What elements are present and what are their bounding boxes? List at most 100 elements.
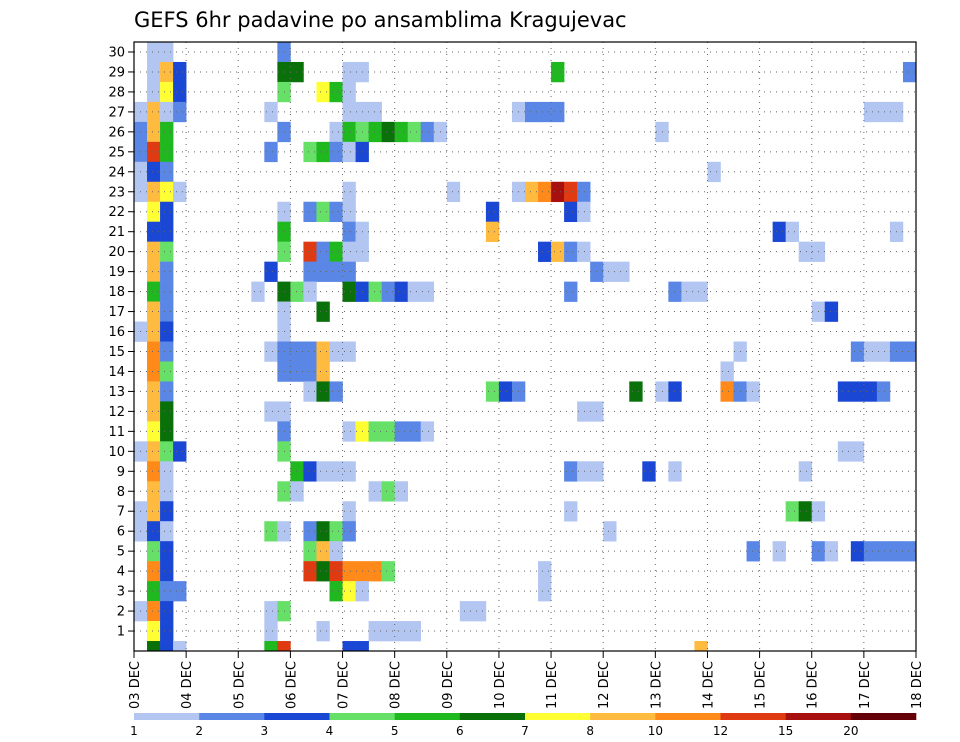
precip-cell <box>407 281 422 302</box>
y-tick-label: 4 <box>117 565 125 580</box>
precip-cell <box>577 181 591 203</box>
precip-cell <box>368 621 382 642</box>
precip-cell <box>316 541 330 562</box>
y-axis: 1234567891011121314151617181920212223242… <box>108 45 134 640</box>
y-tick-label: 14 <box>108 365 125 380</box>
x-tick-label: 03 DEC <box>128 661 143 709</box>
precip-cell <box>525 181 539 203</box>
precip-cell <box>485 381 500 402</box>
precip-cell <box>603 261 617 282</box>
precip-cell <box>329 521 343 542</box>
precip-cell <box>147 121 161 143</box>
x-tick-label: 15 DEC <box>754 661 769 709</box>
colorbar-tick-label: 2 <box>195 724 203 738</box>
x-tick-label: 13 DEC <box>649 661 664 709</box>
precip-cell <box>147 421 161 442</box>
precip-cell <box>850 541 865 562</box>
precip-cell <box>577 461 591 482</box>
precip-cell <box>173 641 187 652</box>
precip-cell <box>342 261 356 282</box>
x-tick-label: 08 DEC <box>389 661 404 709</box>
colorbar-swatch <box>525 713 591 720</box>
precip-cell <box>668 381 682 402</box>
precip-cell <box>264 341 278 362</box>
precip-cell <box>160 321 174 342</box>
y-tick-label: 1 <box>117 625 125 640</box>
precip-cell <box>876 341 891 362</box>
precip-cell <box>329 541 343 562</box>
precip-cell <box>160 241 174 262</box>
precip-cell <box>746 541 760 562</box>
precip-cell <box>381 421 395 442</box>
precip-cell <box>342 561 356 582</box>
precip-cell <box>290 341 304 362</box>
x-tick-label: 12 DEC <box>597 661 612 709</box>
precip-cell <box>160 341 174 362</box>
precip-cell <box>329 381 343 402</box>
precip-cell <box>564 461 578 482</box>
precip-cell <box>551 61 565 83</box>
precip-cell <box>902 541 917 562</box>
y-tick-label: 25 <box>108 145 125 160</box>
precip-cell <box>147 581 161 602</box>
precip-cell <box>160 61 174 83</box>
precip-cell <box>303 201 317 223</box>
precip-cell <box>160 261 174 282</box>
precip-cell <box>147 621 161 642</box>
precip-cell <box>173 61 187 83</box>
colorbar-swatch <box>655 713 721 720</box>
precip-cell <box>290 481 304 502</box>
precip-cell <box>381 281 395 302</box>
precip-cell <box>876 381 891 402</box>
precip-cell <box>147 81 161 103</box>
precip-cell <box>147 321 161 342</box>
precip-cell <box>707 161 721 183</box>
y-tick-label: 28 <box>108 85 125 100</box>
precip-cell <box>824 541 839 562</box>
precip-cell <box>290 461 304 482</box>
y-tick-label: 22 <box>108 205 125 220</box>
precip-cell <box>381 481 395 502</box>
precip-cell <box>407 621 422 642</box>
precip-cell <box>160 81 174 103</box>
precip-cell <box>329 121 343 143</box>
precip-cell <box>538 181 552 203</box>
precip-cell <box>147 181 161 203</box>
precip-cell <box>902 341 917 362</box>
x-tick-label: 14 DEC <box>701 661 716 709</box>
precip-cell <box>160 601 174 622</box>
y-tick-label: 24 <box>108 165 125 180</box>
precip-cell <box>342 421 356 442</box>
precip-cell <box>160 101 174 123</box>
precip-cell <box>603 521 617 542</box>
precip-cell <box>173 441 187 462</box>
precip-cell <box>681 281 695 302</box>
precip-cell <box>876 101 891 123</box>
colorbar-swatch <box>329 713 395 720</box>
precip-cell <box>264 641 278 652</box>
y-tick-label: 15 <box>108 345 125 360</box>
precip-cell <box>420 421 435 442</box>
precip-cell <box>342 141 356 163</box>
precip-cell <box>160 521 174 542</box>
precip-cell <box>564 241 578 262</box>
colorbar-tick-label: 3 <box>261 724 269 738</box>
precip-cell <box>316 561 330 582</box>
precip-cell <box>160 301 174 322</box>
precip-cell <box>303 541 317 562</box>
precip-cell <box>147 561 161 582</box>
precip-cell <box>160 141 174 163</box>
colorbar-legend: 1 2 3 4 5 6 7 8 10 12 15 20 <box>130 713 917 738</box>
precip-cell <box>160 581 174 602</box>
precip-cell <box>316 261 330 282</box>
precip-cell <box>564 501 578 522</box>
colorbar-tick-label: 20 <box>843 724 858 738</box>
colorbar-tick-label: 8 <box>586 724 594 738</box>
precip-cell <box>160 361 174 382</box>
precip-cell <box>147 201 161 223</box>
colorbar-swatch <box>264 713 330 720</box>
precip-cell <box>342 81 356 103</box>
y-tick-label: 6 <box>117 525 125 540</box>
y-tick-label: 13 <box>108 385 125 400</box>
precip-cell <box>720 381 734 402</box>
